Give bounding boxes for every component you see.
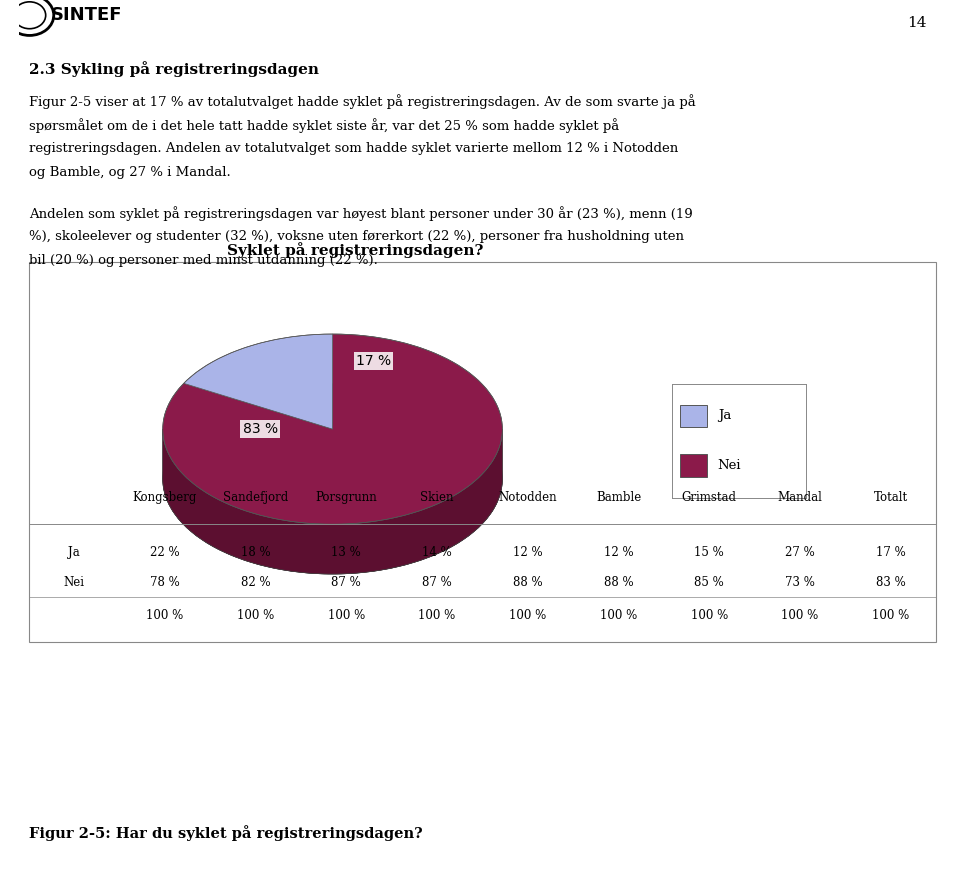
- Text: 87 %: 87 %: [331, 575, 361, 588]
- Text: Porsgrunn: Porsgrunn: [316, 491, 377, 504]
- Text: SINTEF: SINTEF: [51, 6, 122, 24]
- Text: 14 %: 14 %: [422, 546, 452, 559]
- Bar: [680, 404, 707, 427]
- Text: 82 %: 82 %: [241, 575, 271, 588]
- Text: Ja: Ja: [68, 546, 80, 559]
- Text: 100 %: 100 %: [237, 608, 275, 622]
- Text: 100 %: 100 %: [690, 608, 728, 622]
- Text: spørsmålet om de i det hele tatt hadde syklet siste år, var det 25 % som hadde s: spørsmålet om de i det hele tatt hadde s…: [29, 118, 619, 134]
- Text: Andelen som syklet på registreringsdagen var høyest blant personer under 30 år (: Andelen som syklet på registreringsdagen…: [29, 206, 692, 221]
- Text: Kongsberg: Kongsberg: [132, 491, 197, 504]
- Text: 100 %: 100 %: [327, 608, 365, 622]
- Text: Totalt: Totalt: [874, 491, 908, 504]
- Text: 22 %: 22 %: [150, 546, 180, 559]
- Text: 100 %: 100 %: [419, 608, 456, 622]
- Text: Ja: Ja: [718, 409, 732, 423]
- Text: 85 %: 85 %: [694, 575, 724, 588]
- Text: 13 %: 13 %: [331, 546, 361, 559]
- Text: Notodden: Notodden: [498, 491, 557, 504]
- Text: Grimstad: Grimstad: [682, 491, 736, 504]
- Text: Mandal: Mandal: [778, 491, 823, 504]
- Text: 14: 14: [907, 16, 926, 30]
- Polygon shape: [163, 430, 502, 574]
- Text: 17 %: 17 %: [356, 354, 391, 368]
- Text: registreringsdagen. Andelen av totalutvalget som hadde syklet varierte mellom 12: registreringsdagen. Andelen av totalutva…: [29, 142, 678, 155]
- Bar: [680, 455, 707, 478]
- Polygon shape: [163, 430, 502, 574]
- Text: 2.3 Sykling på registreringsdagen: 2.3 Sykling på registreringsdagen: [29, 61, 319, 77]
- Text: 18 %: 18 %: [241, 546, 271, 559]
- Text: Figur 2-5: Har du syklet på registreringsdagen?: Figur 2-5: Har du syklet på registrering…: [29, 825, 422, 841]
- Text: 15 %: 15 %: [694, 546, 724, 559]
- Text: 17 %: 17 %: [876, 546, 905, 559]
- Text: 100 %: 100 %: [872, 608, 909, 622]
- Text: 12 %: 12 %: [513, 546, 542, 559]
- Text: 78 %: 78 %: [150, 575, 180, 588]
- Text: %), skoleelever og studenter (32 %), voksne uten førerkort (22 %), personer fra : %), skoleelever og studenter (32 %), vok…: [29, 230, 684, 243]
- Text: Skien: Skien: [420, 491, 454, 504]
- Text: 88 %: 88 %: [604, 575, 634, 588]
- Text: Figur 2-5 viser at 17 % av totalutvalget hadde syklet på registreringsdagen. Av : Figur 2-5 viser at 17 % av totalutvalget…: [29, 94, 696, 109]
- Polygon shape: [163, 334, 502, 524]
- Text: bil (20 %) og personer med minst utdanning (22 %).: bil (20 %) og personer med minst utdanni…: [29, 254, 377, 267]
- Text: og Bamble, og 27 % i Mandal.: og Bamble, og 27 % i Mandal.: [29, 166, 230, 179]
- Text: 100 %: 100 %: [509, 608, 546, 622]
- Text: 83 %: 83 %: [243, 423, 277, 436]
- Text: 100 %: 100 %: [781, 608, 819, 622]
- Text: 88 %: 88 %: [513, 575, 542, 588]
- Text: 12 %: 12 %: [604, 546, 634, 559]
- Title: Syklet på registreringsdagen?: Syklet på registreringsdagen?: [227, 242, 484, 258]
- Text: 27 %: 27 %: [785, 546, 815, 559]
- Text: 87 %: 87 %: [422, 575, 452, 588]
- Text: 100 %: 100 %: [146, 608, 183, 622]
- Text: Bamble: Bamble: [596, 491, 641, 504]
- Polygon shape: [183, 334, 332, 430]
- Text: Nei: Nei: [63, 575, 84, 588]
- Text: Sandefjord: Sandefjord: [223, 491, 288, 504]
- Text: 100 %: 100 %: [600, 608, 637, 622]
- Text: Nei: Nei: [718, 459, 741, 472]
- Text: 83 %: 83 %: [876, 575, 905, 588]
- Ellipse shape: [163, 384, 502, 574]
- Text: 73 %: 73 %: [785, 575, 815, 588]
